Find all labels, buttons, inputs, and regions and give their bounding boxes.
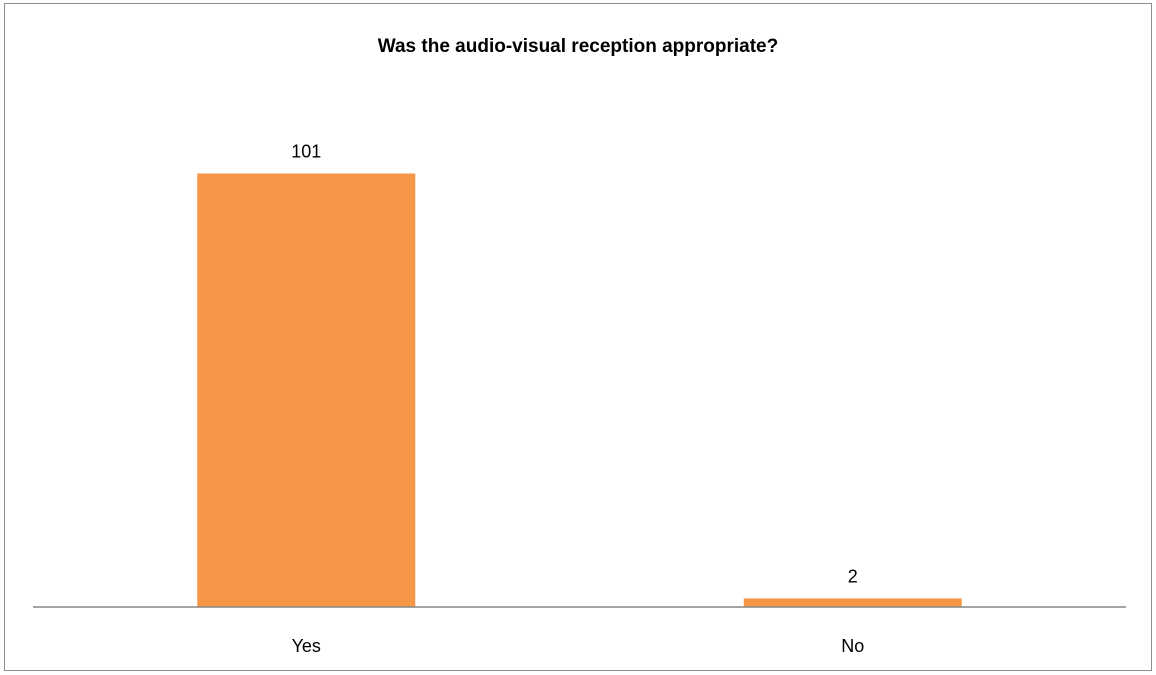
chart-frame	[4, 3, 1152, 671]
bars-layer	[197, 173, 962, 607]
data-label-yes: 101	[291, 142, 321, 162]
bar-yes	[197, 173, 416, 607]
chart-title: Was the audio-visual reception appropria…	[378, 36, 778, 57]
bar-no	[743, 598, 962, 607]
x-tick-label-yes: Yes	[292, 636, 321, 656]
x-tick-label-no: No	[841, 636, 864, 656]
data-label-no: 2	[848, 566, 858, 586]
labels-layer: 101 Yes 2 No	[291, 142, 864, 656]
